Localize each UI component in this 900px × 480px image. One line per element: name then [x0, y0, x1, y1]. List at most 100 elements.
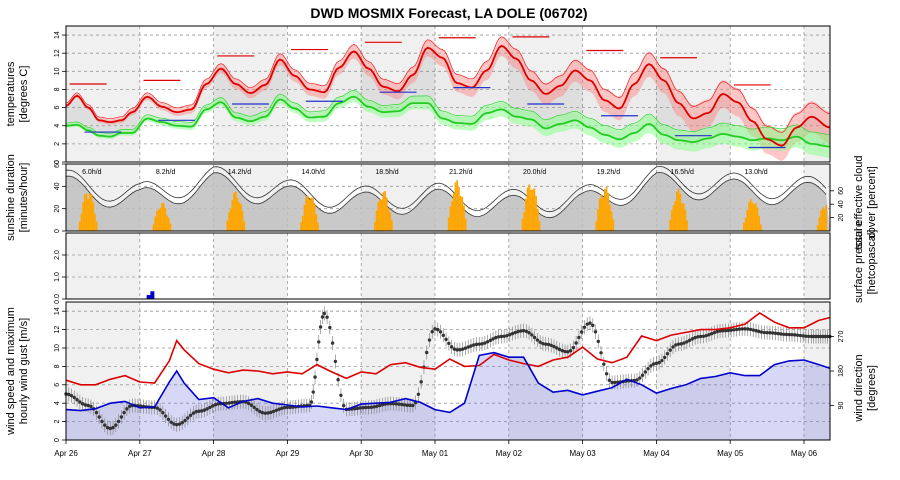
y-tick-label: 60: [54, 160, 61, 168]
sunshine-bar: [82, 202, 84, 231]
wind-direction-point: [641, 374, 644, 377]
wind-direction-point: [671, 345, 674, 348]
sunshine-bar: [86, 194, 88, 231]
wind-speed-axis-label: hourly wind gust [m/s]: [18, 318, 30, 424]
sunshine-bar: [389, 213, 391, 231]
sunshine-bar: [309, 200, 311, 231]
sunshine-bar: [604, 189, 606, 231]
sunshine-bar: [681, 203, 683, 231]
sunshine-bar: [91, 194, 93, 231]
y-tick-label: 0: [54, 438, 61, 442]
sunshine-bar: [599, 199, 601, 231]
sunshine-bar: [226, 221, 228, 231]
daily-sunshine-label: 18.5h/d: [375, 169, 398, 176]
sunshine-bar: [381, 200, 383, 231]
sunshine-bar: [758, 216, 760, 231]
sunshine-bar: [750, 199, 752, 231]
wind-direction-point: [419, 380, 422, 383]
wind-direction-point: [164, 414, 167, 417]
sunshine-bar: [312, 197, 314, 231]
wind-direction-point: [660, 359, 663, 362]
sunshine-bar: [757, 207, 759, 231]
wind-direction-point: [602, 362, 605, 365]
sunshine-bar: [669, 220, 671, 231]
sunshine-bar: [391, 220, 393, 231]
sunshine-bar: [671, 210, 673, 231]
sunshine-bar: [158, 210, 160, 231]
sunshine-bar: [746, 210, 748, 231]
x-tick-label: May 06: [791, 449, 818, 458]
x-tick-label: Apr 27: [128, 449, 152, 458]
sunshine-bar: [522, 219, 524, 231]
wind-direction-point: [120, 415, 123, 418]
wind-direction-point: [425, 351, 428, 354]
sunshine-bar: [527, 188, 529, 231]
wind-direction-point: [98, 415, 101, 418]
x-tick-label: Apr 26: [54, 449, 78, 458]
wind-direction-point: [635, 378, 638, 381]
daily-sunshine-label: 14.2h/d: [228, 169, 251, 176]
sunshine-bar: [678, 189, 680, 231]
precipitation-bar: [147, 295, 151, 299]
wind-direction-point: [100, 420, 103, 423]
forecast-chart: DWD MOSMIX Forecast, LA DOLE (06702) 024…: [0, 0, 900, 480]
sunshine-bar: [824, 209, 826, 231]
sunshine-bar: [456, 180, 458, 231]
wind-direction-point: [189, 414, 192, 417]
wind-direction-point: [319, 325, 322, 328]
sunshine-bar: [154, 217, 156, 231]
sunshine-bar: [528, 184, 530, 231]
sunshine-bar: [683, 204, 685, 231]
sunshine-bar: [96, 222, 98, 231]
wind-direction-point: [255, 408, 258, 411]
y-tick-label: 6: [54, 106, 61, 110]
sunshine-bar: [388, 208, 390, 231]
sunshine-bar: [377, 202, 379, 231]
sunshine-bar: [609, 205, 611, 231]
sunshine-bar: [243, 222, 245, 231]
wind-direction-point: [75, 398, 78, 401]
wind-direction-point: [312, 390, 315, 393]
sunshine-bar: [451, 201, 453, 231]
wind-direction-point: [342, 404, 345, 407]
wind-direction-point: [442, 334, 445, 337]
wind-direction-point: [428, 338, 431, 341]
sunshine-bar: [673, 205, 675, 231]
sunshine-bar: [238, 202, 240, 231]
wind-direction-point: [574, 341, 577, 344]
sunshine-bar: [237, 198, 239, 231]
wind-direction-point: [158, 408, 161, 411]
daily-sunshine-label: 20.0h/d: [523, 169, 546, 176]
y-tick-label: 2.0: [54, 250, 61, 260]
daily-sunshine-label: 21.2h/d: [449, 169, 472, 176]
wind-direction-point: [321, 315, 324, 318]
sunshine-bar: [534, 188, 536, 231]
sunshine-bar: [465, 219, 467, 231]
y-tick-label: 14: [54, 31, 61, 39]
precipitation-bar: [150, 291, 154, 299]
wind-direction-point: [591, 324, 594, 327]
wind-direction-point: [646, 367, 649, 370]
wind-direction-point: [125, 407, 128, 410]
sunshine-bar: [601, 195, 603, 231]
sunshine-bar: [463, 205, 465, 231]
sunshine-bar: [819, 217, 821, 231]
sunshine-bar: [230, 209, 232, 231]
sunshine-bar: [760, 224, 762, 231]
sunshine-bar: [314, 204, 316, 231]
sunshine-bar: [539, 221, 541, 231]
sunshine-bar: [753, 204, 755, 231]
wind-direction-point: [577, 336, 580, 339]
sunshine-bar: [755, 203, 757, 231]
wind-direction-point: [597, 340, 600, 343]
wind-direction-point: [569, 349, 572, 352]
x-tick-label: May 02: [496, 449, 523, 458]
wind-direction-point: [336, 378, 339, 381]
wind-direction-axis-label: [degrees]: [866, 365, 878, 411]
wind-direction-point: [599, 351, 602, 354]
y-tick-label: 4: [54, 124, 61, 128]
wind-direction-point: [608, 379, 611, 382]
wind-direction-point: [669, 348, 672, 351]
sunshine-bar: [825, 205, 827, 231]
wind-direction-point: [328, 326, 331, 329]
